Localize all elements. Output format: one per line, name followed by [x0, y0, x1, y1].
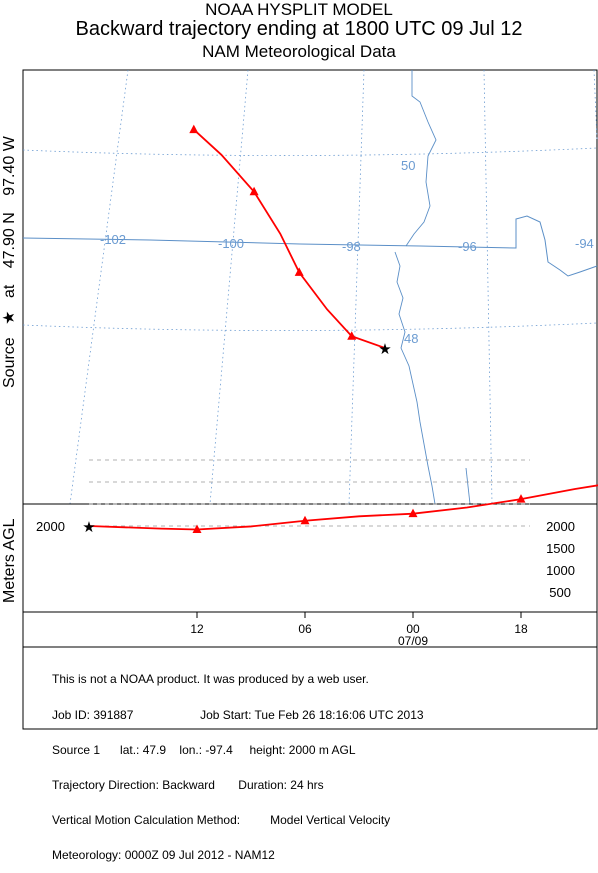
meters-agl-label: Meters AGL	[1, 518, 18, 603]
footer-line-job: Job ID: 391887 Job Start: Tue Feb 26 18:…	[52, 710, 424, 722]
source-label-star-icon: ★	[0, 311, 18, 325]
footer-line-disclaimer: This is not a NOAA product. It was produ…	[52, 674, 424, 686]
river-segment	[466, 468, 470, 504]
red-river	[395, 252, 435, 504]
longitude-label-98: -98	[342, 239, 361, 254]
right-tick-1000: 1000	[546, 563, 575, 578]
source-label-at: at	[1, 284, 18, 298]
footer-line-direction: Trajectory Direction: Backward Duration:…	[52, 780, 424, 792]
hysplit-figure: -102 -100 -98 -96 -94 50 48 ★ Source ★ a…	[0, 0, 598, 730]
footer-line-source: Source 1 lat.: 47.9 lon.: -97.4 height: …	[52, 745, 424, 757]
height-profile-markers	[193, 472, 598, 533]
right-tick-1500: 1500	[546, 541, 575, 556]
svg-text:Source ★ at: Source ★ at 47.90 N 97.40 W	[0, 135, 18, 388]
left-height-tick: 2000	[36, 519, 65, 534]
latitude-label-48: 48	[404, 331, 418, 346]
source-location-label: Source ★ at 47.90 N 97.40 W	[0, 135, 18, 388]
right-tick-500: 500	[549, 585, 571, 600]
source-star-icon: ★	[378, 340, 391, 358]
longitude-line-100	[210, 70, 248, 504]
footer-line-meteorology: Meteorology: 0000Z 09 Jul 2012 - NAM12	[52, 850, 424, 862]
longitude-label-100: -100	[218, 236, 244, 251]
time-label-06: 06	[298, 622, 312, 636]
latitude-line-48	[23, 323, 597, 331]
longitude-label-96: -96	[458, 239, 477, 254]
map-marker-24h	[189, 125, 198, 134]
time-ticks	[197, 612, 598, 618]
source-label-lon: 97.40 W	[1, 135, 18, 195]
map-trajectory-markers	[189, 125, 356, 340]
vertical-gridlines	[89, 460, 530, 526]
latitude-line-50	[23, 148, 597, 156]
longitude-label-102: -102	[100, 232, 126, 247]
vertical-ylabel: Meters AGL	[1, 518, 18, 603]
height-profile-line	[89, 477, 598, 530]
right-tick-2000: 2000	[546, 519, 575, 534]
source-label-prefix: Source	[1, 337, 18, 388]
longitude-line-96	[484, 70, 492, 504]
source-label-lat: 47.90 N	[1, 212, 18, 268]
longitude-label-94: -94	[575, 236, 594, 251]
footer-info: This is not a NOAA product. It was produ…	[52, 651, 424, 873]
date-label: 07/09	[398, 634, 428, 648]
footer-line-vertical-motion: Vertical Motion Calculation Method: Mode…	[52, 815, 424, 827]
vertical-source-star-icon: ★	[82, 518, 95, 536]
time-label-18: 18	[514, 622, 528, 636]
longitude-line-102	[70, 70, 128, 504]
longitude-line-98	[349, 70, 364, 504]
latitude-label-50: 50	[401, 158, 415, 173]
time-label-12: 12	[190, 622, 204, 636]
map-marker-12h	[295, 267, 304, 276]
